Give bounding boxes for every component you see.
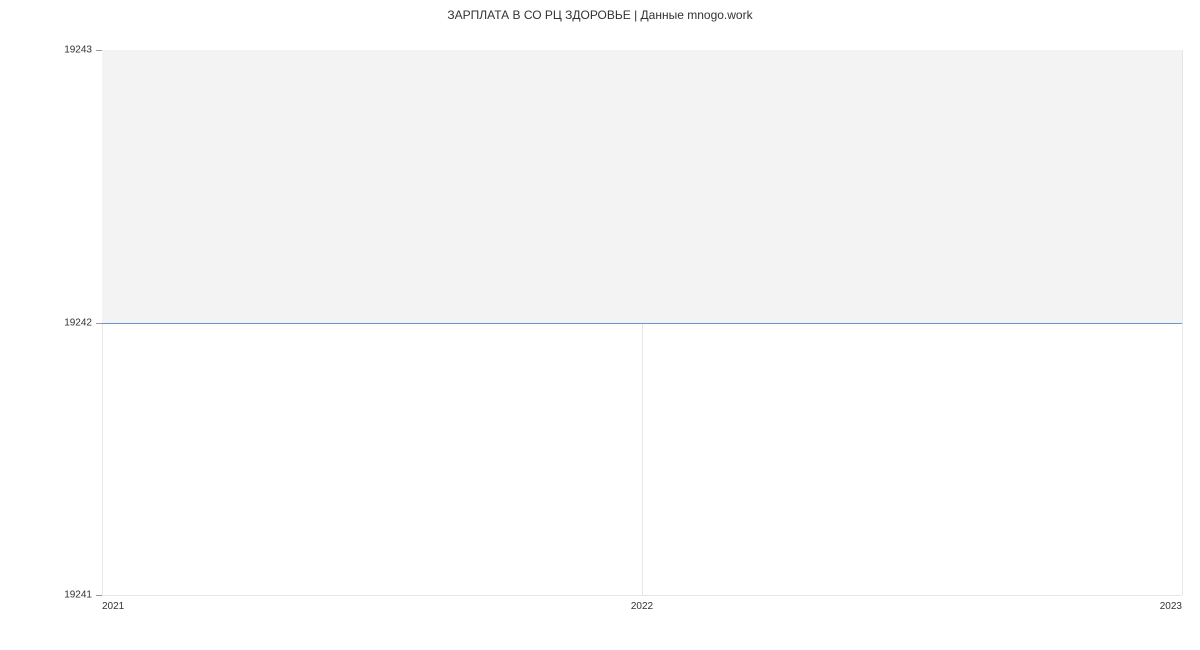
salary-chart: ЗАРПЛАТА В СО РЦ ЗДОРОВЬЕ | Данные mnogo… [0,0,1200,650]
x-gridline [1182,50,1183,595]
y-tick-label: 19241 [64,590,92,601]
chart-title: ЗАРПЛАТА В СО РЦ ЗДОРОВЬЕ | Данные mnogo… [0,8,1200,22]
x-tick-label: 2022 [631,601,653,612]
plot-area [102,50,1182,595]
y-tick-mark [96,323,102,324]
y-tick-mark [96,50,102,51]
series-fill [102,50,1182,323]
y-gridline [102,595,1182,596]
y-tick-label: 19243 [64,45,92,56]
series-line [102,323,1182,324]
x-tick-label: 2023 [1160,601,1182,612]
x-tick-label: 2021 [102,601,124,612]
y-tick-label: 19242 [64,317,92,328]
y-tick-mark [96,595,102,596]
